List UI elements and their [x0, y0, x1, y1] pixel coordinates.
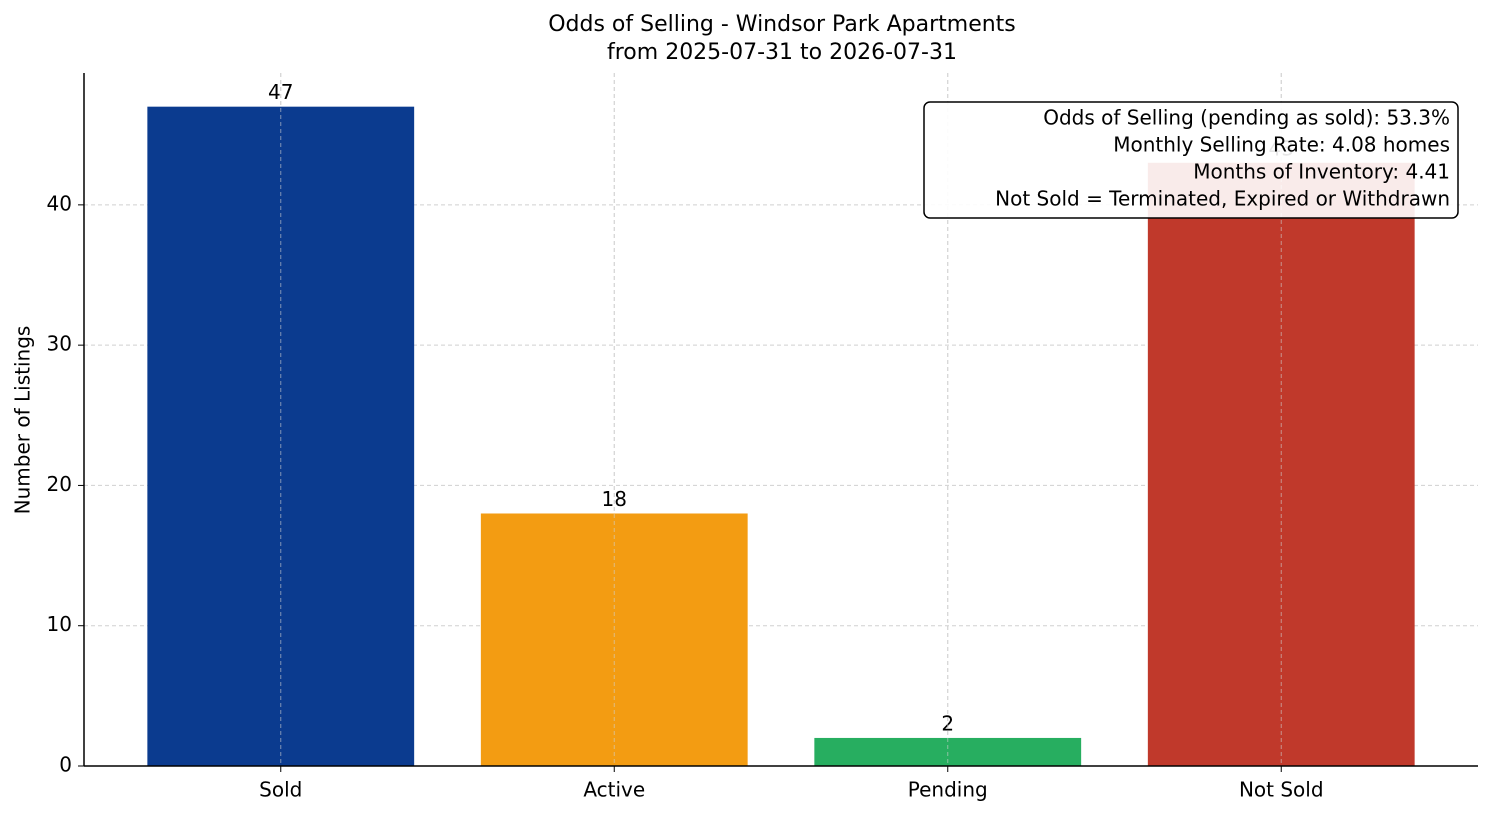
- y-tick-label: 20: [47, 472, 72, 496]
- y-axis-label: Number of Listings: [11, 326, 35, 515]
- value-label: 47: [268, 80, 293, 104]
- value-label: 18: [602, 487, 627, 511]
- y-tick-label: 30: [47, 332, 72, 356]
- x-tick-label: Active: [583, 778, 645, 802]
- annotation-text: Monthly Selling Rate: 4.08 homes: [1113, 133, 1450, 157]
- x-tick-label: Sold: [259, 778, 302, 802]
- annotation-text: Not Sold = Terminated, Expired or Withdr…: [995, 187, 1450, 211]
- x-tick-label: Not Sold: [1239, 778, 1324, 802]
- y-tick-label: 10: [47, 612, 72, 636]
- chart-subtitle: from 2025-07-31 to 2026-07-31: [607, 40, 957, 65]
- y-tick-label: 40: [47, 191, 72, 215]
- bar: [480, 513, 748, 766]
- annotation-box: [923, 101, 1459, 219]
- annotation-text: Odds of Selling (pending as sold): 53.3%: [1043, 106, 1450, 130]
- x-tick-label: Pending: [908, 778, 988, 802]
- bar: [147, 106, 415, 766]
- value-label: 2: [941, 711, 954, 735]
- y-tick-label: 0: [59, 753, 72, 777]
- chart-title: Odds of Selling - Windsor Park Apartment…: [548, 12, 1016, 37]
- annotation-text: Months of Inventory: 4.41: [1193, 160, 1450, 184]
